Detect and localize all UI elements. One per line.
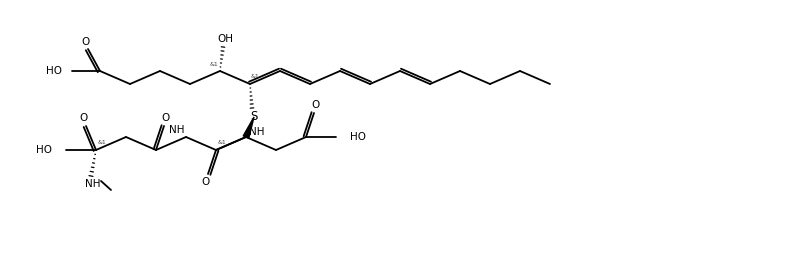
Text: NH: NH — [249, 127, 265, 137]
Text: O: O — [82, 37, 90, 47]
Text: &1: &1 — [98, 141, 106, 145]
Text: &1: &1 — [251, 73, 259, 79]
Text: O: O — [202, 177, 210, 187]
Text: HO: HO — [36, 145, 52, 155]
Text: O: O — [312, 100, 320, 110]
Text: HO: HO — [350, 132, 366, 142]
Polygon shape — [243, 117, 254, 138]
Text: O: O — [80, 113, 88, 123]
Text: &1: &1 — [217, 141, 226, 145]
Text: S: S — [251, 110, 258, 123]
Text: &1: &1 — [209, 61, 218, 67]
Text: O: O — [162, 113, 170, 123]
Text: HO: HO — [46, 66, 62, 76]
Text: NH: NH — [168, 125, 184, 135]
Text: NH: NH — [86, 179, 101, 189]
Text: OH: OH — [217, 34, 233, 44]
